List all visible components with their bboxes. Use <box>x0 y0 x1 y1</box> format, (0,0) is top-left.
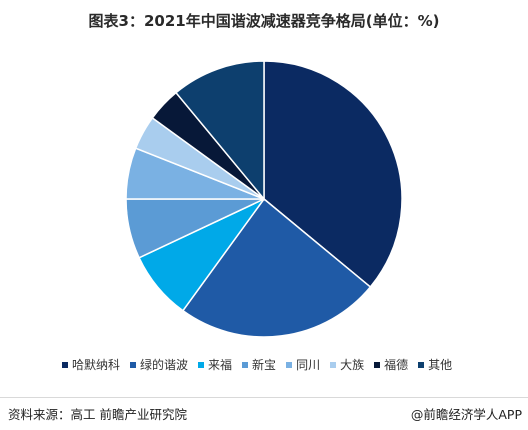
legend-label: 同川 <box>296 358 321 372</box>
legend-label: 来福 <box>208 358 233 372</box>
legend-label: 绿的谐波 <box>140 358 189 372</box>
legend-item-6: 福德 <box>374 356 408 373</box>
legend-item-2: 来福 <box>198 356 232 373</box>
legend-swatch <box>418 361 425 368</box>
chart-title: 图表3：2021年中国谐波减速器竞争格局(单位：%) <box>88 12 440 30</box>
legend-item-4: 同川 <box>286 356 320 373</box>
chart-legend: 哈默纳科 绿的谐波 来福 新宝 同川 大族 福德 其他 <box>62 356 482 373</box>
legend-swatch <box>330 361 337 368</box>
legend-swatch <box>198 361 205 368</box>
legend-item-1: 绿的谐波 <box>130 356 188 373</box>
legend-label: 哈默纳科 <box>72 358 121 372</box>
source-note: 资料来源：高工 前瞻产业研究院 <box>8 407 187 422</box>
legend-swatch <box>130 361 137 368</box>
legend-item-3: 新宝 <box>242 356 276 373</box>
footer-divider <box>0 397 528 398</box>
legend-item-7: 其他 <box>418 356 452 373</box>
legend-label: 福德 <box>384 358 409 372</box>
pie-chart <box>125 60 403 338</box>
legend-swatch <box>374 361 381 368</box>
pie-slice-7 <box>174 60 265 202</box>
legend-item-0: 哈默纳科 <box>62 356 120 373</box>
brand-label: @前瞻经济学人APP <box>410 407 522 422</box>
legend-item-5: 大族 <box>330 356 364 373</box>
legend-swatch <box>242 361 249 368</box>
legend-label: 大族 <box>340 358 365 372</box>
pie-slice-0 <box>263 60 403 289</box>
legend-label: 其他 <box>428 358 453 372</box>
pie-slice-1 <box>181 197 372 338</box>
legend-swatch <box>286 361 293 368</box>
legend-swatch <box>62 361 68 368</box>
legend-label: 新宝 <box>252 358 277 372</box>
